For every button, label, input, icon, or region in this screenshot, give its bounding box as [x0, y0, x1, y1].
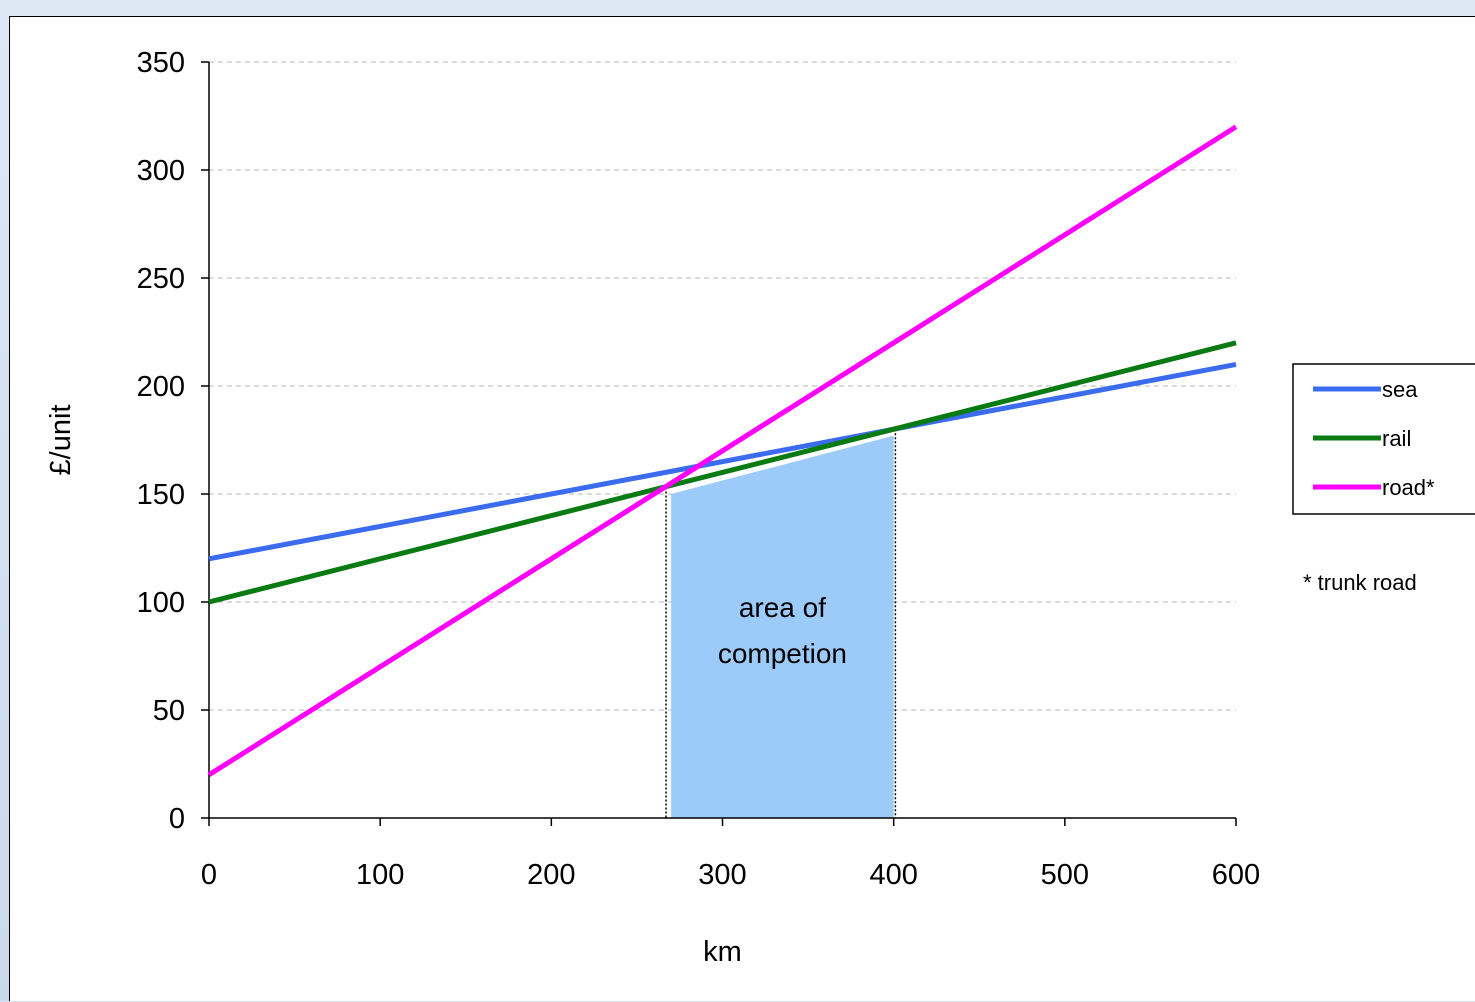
legend-label-rail: rail — [1382, 426, 1411, 451]
y-tick-label-0: 0 — [169, 803, 185, 835]
y-tick-label-150: 150 — [137, 479, 185, 511]
shade-layer — [665, 429, 897, 818]
competition-area — [671, 435, 894, 818]
x-tick-label-500: 500 — [1041, 859, 1089, 891]
competition-label-line-2: competion — [718, 638, 847, 669]
x-tick-label-0: 0 — [201, 859, 217, 891]
y-tick-label-250: 250 — [137, 263, 185, 295]
series-line-rail — [208, 340, 1237, 605]
legend: sea rail road* — [1292, 363, 1475, 515]
y-tick-label-350: 350 — [137, 47, 185, 79]
series-line-sea — [208, 361, 1237, 562]
chart-svg: 0 50 100 150 200 250 300 350 0 100 200 300 400 500 600… — [45, 47, 1475, 968]
series-layer — [207, 124, 1238, 777]
label-layer: km £/unit area of competion * trunk road — [45, 405, 1417, 968]
y-axis-title: £/unit — [45, 405, 77, 476]
y-tick-label-100: 100 — [137, 587, 185, 619]
x-tick-label-300: 300 — [698, 859, 746, 891]
x-axis-title: km — [703, 936, 742, 968]
footnote: * trunk road — [1303, 570, 1417, 595]
x-tick-label-100: 100 — [356, 859, 404, 891]
y-tick-label-50: 50 — [153, 695, 185, 727]
axes-layer: 0 50 100 150 200 250 300 350 0 100 200 300 400 500 600 — [137, 47, 1261, 891]
x-tick-label-200: 200 — [527, 859, 575, 891]
x-tick-label-400: 400 — [869, 859, 917, 891]
series-line-road — [207, 124, 1238, 777]
chart-panel: 0 50 100 150 200 250 300 350 0 100 200 300 400 500 600… — [9, 16, 1475, 1001]
y-tick-label-300: 300 — [137, 155, 185, 187]
legend-label-sea: sea — [1382, 377, 1418, 402]
y-tick-label-200: 200 — [137, 371, 185, 403]
x-tick-label-600: 600 — [1212, 859, 1260, 891]
competition-label-line-1: area of — [739, 592, 826, 623]
legend-label-road: road* — [1382, 475, 1435, 500]
